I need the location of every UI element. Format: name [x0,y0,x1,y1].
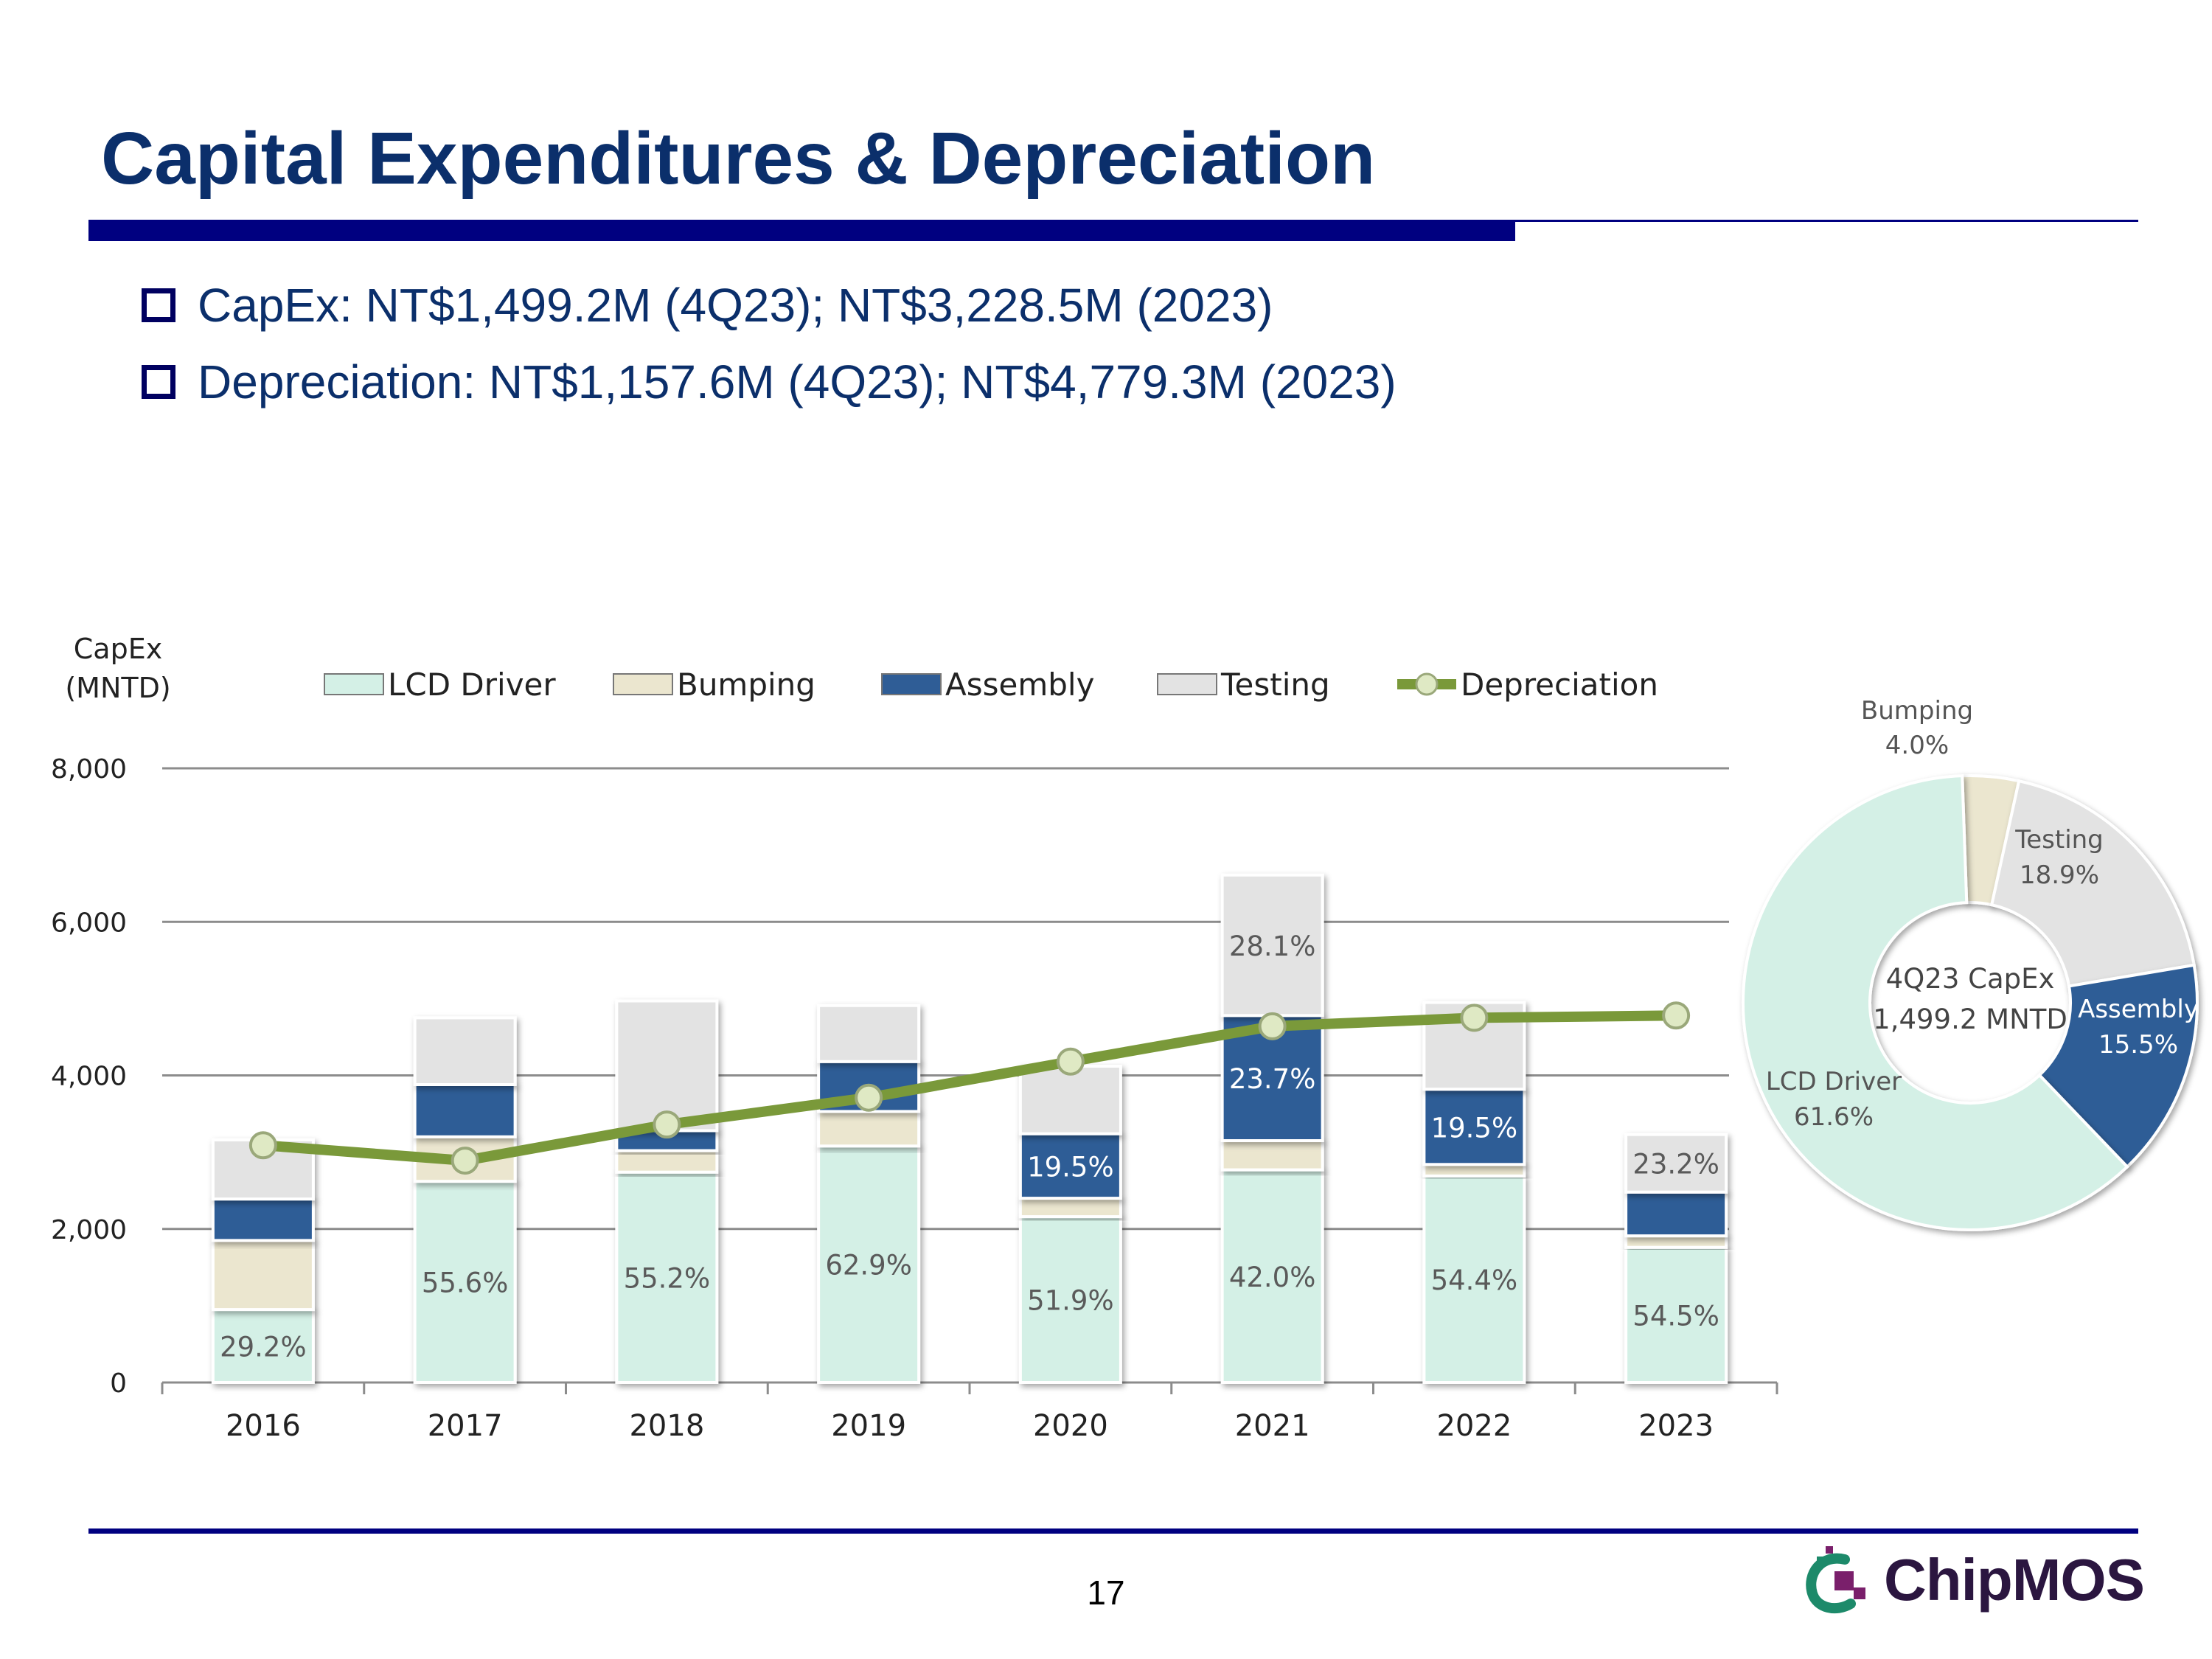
donut-slice-lcd-driver [1742,774,2129,1231]
data-label: 55.6% [422,1267,509,1299]
y-tick-label: 2,000 [51,1215,127,1245]
data-label: 19.5% [1431,1112,1518,1144]
bar-bumping [1018,1197,1122,1219]
title-underline-thick [88,220,1515,241]
bullet-depreciation: Depreciation: NT$1,157.6M (4Q23); NT$4,7… [142,344,1397,420]
depreciation-point [1460,1004,1489,1032]
x-tick-label: 2023 [1638,1409,1714,1443]
data-label: 55.2% [624,1262,711,1294]
footer-rule [88,1528,2138,1534]
y-tick-label: 8,000 [51,754,127,785]
donut-label-value: 4.0% [1885,731,1949,760]
x-tick-label: 2019 [831,1409,906,1443]
y-axis-title: CapEx [74,633,162,665]
title-underline-thin [1515,220,2138,222]
bar-bumping [817,1110,921,1148]
chipmos-logo-icon [1806,1546,1865,1614]
bar-testing [1018,1065,1122,1135]
donut-label-value: 18.9% [2020,860,2099,890]
x-tick-label: 2016 [226,1409,301,1443]
x-tick-label: 2021 [1235,1409,1310,1443]
y-axis-unit: (MNTD) [65,672,170,704]
bullet-list: CapEx: NT$1,499.2M (4Q23); NT$3,228.5M (… [142,267,1397,420]
page-number: 17 [1087,1573,1125,1612]
bar-lcd-driver [1624,1245,1728,1384]
legend-marker-depreciation [1415,672,1439,696]
y-tick-label: 0 [110,1368,127,1399]
depreciation-point [653,1110,681,1139]
data-label: 23.7% [1229,1063,1316,1095]
x-tick-label: 2022 [1436,1409,1512,1443]
data-label: 29.2% [220,1332,307,1363]
bar-bumping [1624,1234,1728,1249]
bar-assembly [1624,1190,1728,1238]
bar-assembly [1422,1088,1526,1166]
y-tick-label: 6,000 [51,908,127,938]
x-tick-label: 2017 [428,1409,503,1443]
legend-label: Depreciation [1461,667,1658,703]
data-label: 54.5% [1632,1300,1719,1332]
data-label: 62.9% [825,1250,912,1281]
logo-text: ChipMOS [1884,1547,2145,1613]
donut-center-title: 4Q23 CapEx [1886,963,2055,995]
legend-swatch-testing [1157,673,1217,695]
donut-label-name: Assembly [2078,995,2199,1024]
page-title: Capital Expenditures & Depreciation [101,117,1376,200]
donut-label-value: 61.6% [1794,1102,1874,1132]
depreciation-point [1258,1012,1287,1040]
legend-label: LCD Driver [388,667,556,703]
donut-label-name: LCD Driver [1766,1067,1902,1096]
data-label: 51.9% [1027,1285,1114,1317]
bar-testing [1624,1133,1728,1194]
checkbox-bullet-icon [142,288,175,322]
depreciation-line [262,1010,1677,1166]
data-label: 19.5% [1027,1151,1114,1183]
bar-lcd-driver [211,1308,315,1385]
data-label: 54.4% [1431,1265,1518,1296]
legend-swatch-lcd-driver [324,673,384,695]
x-tick-label: 2018 [629,1409,704,1443]
legend-label: Bumping [677,667,815,703]
bar-lcd-driver [615,1170,719,1384]
x-tick-label: 2020 [1033,1409,1108,1443]
y-tick-label: 4,000 [51,1062,127,1092]
bar-assembly [211,1197,315,1242]
bar-testing [413,1016,517,1086]
donut-center-subtitle: 1,499.2 MNTD [1873,1004,2067,1035]
bullet-depreciation-text: Depreciation: NT$1,157.6M (4Q23); NT$4,7… [198,355,1397,408]
depreciation-point [1056,1047,1085,1076]
bar-testing [1220,873,1324,1018]
bar-lcd-driver [1220,1168,1324,1384]
bar-lcd-driver [1018,1215,1122,1384]
legend-swatch-assembly [881,673,942,695]
legend-label: Assembly [945,667,1094,703]
bullet-capex: CapEx: NT$1,499.2M (4Q23); NT$3,228.5M (… [142,267,1397,344]
bar-bumping [1220,1139,1324,1172]
bar-bumping [1422,1163,1526,1178]
checkbox-bullet-icon [142,365,175,399]
donut-label-value: 15.5% [2098,1030,2178,1060]
bar-assembly [1018,1132,1122,1200]
legend-label: Testing [1220,667,1330,703]
data-label: 28.1% [1229,931,1316,962]
donut-label-name: Testing [2014,825,2104,855]
capex-chart: 0 2,000 4,000 6,000 8,000 CapEx (MNTD) 2016 2017… [51,633,2199,1443]
bar-lcd-driver [413,1180,517,1384]
bar-assembly [413,1082,517,1138]
data-label: 42.0% [1229,1262,1316,1293]
donut-label-name: Bumping [1861,696,1973,726]
bullet-capex-text: CapEx: NT$1,499.2M (4Q23); NT$3,228.5M (… [198,279,1273,332]
bar-bumping [615,1149,719,1174]
depreciation-point [248,1131,277,1160]
legend-swatch-bumping [613,673,673,695]
data-label: 23.2% [1632,1149,1719,1180]
depreciation-point [855,1083,883,1112]
bar-testing [615,999,719,1133]
bar-bumping [211,1239,315,1312]
donut-slice-testing [1989,779,2197,988]
chipmos-logo: ChipMOS [1799,1545,2146,1618]
depreciation-point [1662,1001,1691,1030]
bar-testing [817,1004,921,1063]
depreciation-point [451,1147,479,1175]
